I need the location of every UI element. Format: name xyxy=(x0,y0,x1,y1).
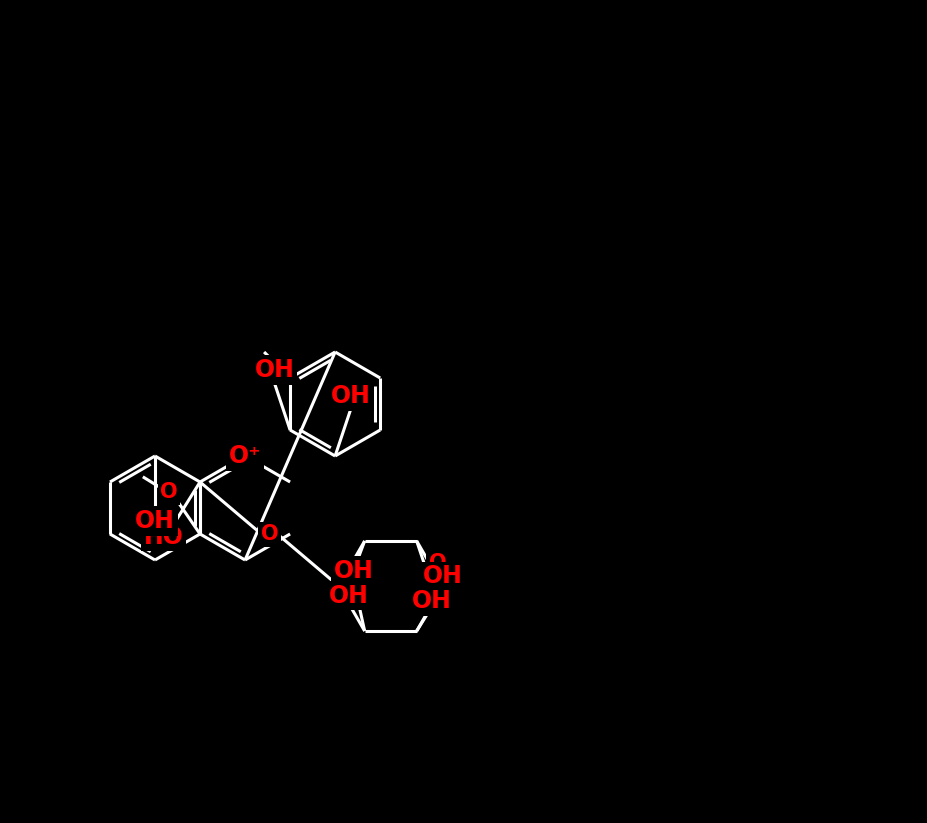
Text: OH: OH xyxy=(329,584,369,607)
Text: O⁺: O⁺ xyxy=(229,444,261,468)
Text: O: O xyxy=(428,554,446,574)
Text: O: O xyxy=(260,524,278,544)
Text: HO: HO xyxy=(144,524,184,549)
Text: OH: OH xyxy=(135,509,175,533)
Text: OH: OH xyxy=(334,560,374,584)
Text: OH: OH xyxy=(423,565,462,588)
Text: OH: OH xyxy=(412,588,451,613)
Text: OH: OH xyxy=(330,384,370,408)
Text: O: O xyxy=(159,482,177,502)
Text: OH: OH xyxy=(254,358,294,382)
